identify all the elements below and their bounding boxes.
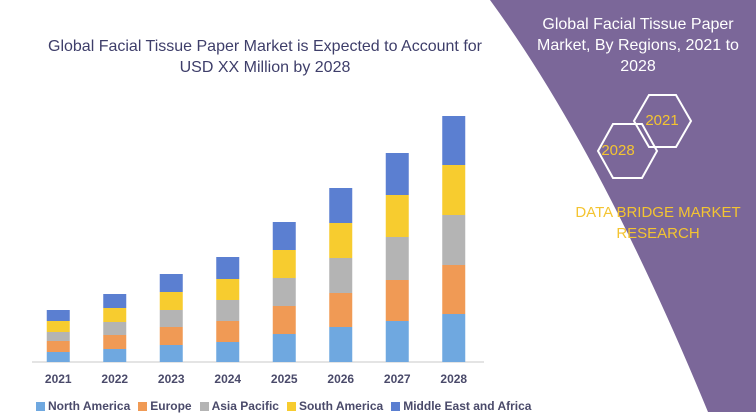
bar-segment-2021-1 [46, 341, 70, 352]
hexagon-left-icon [596, 123, 659, 179]
bar-segment-2028-0 [442, 314, 466, 362]
bar-segment-2024-1 [216, 321, 240, 342]
bar-segment-2022-4 [103, 294, 127, 308]
bar-segment-2021-4 [46, 310, 70, 321]
hexagon-right-icon [632, 94, 693, 148]
bar-segment-2022-2 [103, 322, 127, 335]
legend-label: Asia Pacific [211, 399, 279, 413]
bar-segment-2024-4 [216, 257, 240, 279]
bar-segment-2026-2 [329, 258, 353, 293]
bar-segment-2022-3 [103, 308, 127, 322]
bar-segment-2022-0 [103, 349, 127, 362]
bars-group [46, 116, 466, 362]
bar-segment-2025-2 [272, 278, 296, 306]
bar-segment-2024-0 [216, 342, 240, 362]
legend-swatch [286, 401, 296, 411]
legend-label: North America [48, 399, 131, 413]
bar-segment-2026-0 [329, 327, 353, 362]
bar-segment-2023-0 [159, 345, 183, 362]
bar-segment-2022-1 [103, 335, 127, 349]
legend-swatch [391, 401, 401, 411]
bar-segment-2023-2 [159, 310, 183, 327]
legend-label: Europe [150, 399, 192, 413]
bar-segment-2025-3 [272, 250, 296, 278]
bar-segment-2027-4 [385, 153, 409, 195]
x-tick-label: 2028 [440, 372, 467, 386]
legend-item: South America [286, 399, 384, 413]
side-panel-shape [490, 0, 756, 412]
bar-segment-2021-3 [46, 321, 70, 332]
legend-swatch [199, 401, 209, 411]
bar-segment-2026-1 [329, 293, 353, 327]
x-tick-label: 2024 [214, 372, 241, 386]
bar-segment-2028-2 [442, 215, 466, 265]
legend-item: North America [36, 399, 130, 413]
legend-item: Middle East and Africa [391, 399, 531, 413]
x-tick-label: 2023 [158, 372, 185, 386]
bar-segment-2021-0 [46, 352, 70, 362]
bar-segment-2028-3 [442, 165, 466, 215]
x-tick-label: 2027 [384, 372, 411, 386]
bar-segment-2027-3 [385, 195, 409, 237]
legend-item: Europe [138, 399, 192, 413]
legend-swatch [138, 401, 148, 411]
legend: North America Europe Asia Pacific South Ame… [36, 399, 531, 413]
bar-segment-2026-3 [329, 223, 353, 258]
bar-segment-2026-4 [329, 188, 353, 223]
bar-segment-2023-3 [159, 292, 183, 310]
x-tick-label: 2025 [271, 372, 298, 386]
bar-segment-2025-4 [272, 222, 296, 250]
bar-segment-2027-1 [385, 280, 409, 321]
bar-segment-2024-3 [216, 279, 240, 300]
bar-segment-2027-2 [385, 237, 409, 280]
legend-item: Asia Pacific [199, 399, 279, 413]
bar-segment-2028-4 [442, 116, 466, 165]
x-tick-label: 2021 [45, 372, 72, 386]
x-tick-labels: 2021 2022 2023 2024 2025 2026 2027 2028 [45, 372, 468, 386]
legend-label: Middle East and Africa [403, 399, 532, 413]
brand-text: DATA BRIDGE MARKET RESEARCH [575, 204, 741, 242]
bar-segment-2025-1 [272, 306, 296, 334]
bar-segment-2023-4 [159, 274, 183, 292]
bar-segment-2028-1 [442, 265, 466, 314]
bar-segment-2027-0 [385, 321, 409, 362]
bar-segment-2021-2 [46, 332, 70, 341]
bar-segment-2025-0 [272, 334, 296, 362]
chart-title: Global Facial Tissue Paper Market is Exp… [48, 38, 482, 76]
legend-label: South America [298, 399, 384, 413]
legend-swatch [36, 401, 45, 411]
hex-label-left: 2028 [601, 142, 635, 159]
bar-segment-2023-1 [159, 327, 183, 345]
bar-segment-2024-2 [216, 300, 240, 321]
panel-title: Global Facial Tissue Paper Market, By Re… [537, 16, 739, 75]
x-tick-label: 2026 [327, 372, 354, 386]
x-tick-label: 2022 [101, 372, 128, 386]
hex-label-right: 2021 [645, 112, 679, 129]
